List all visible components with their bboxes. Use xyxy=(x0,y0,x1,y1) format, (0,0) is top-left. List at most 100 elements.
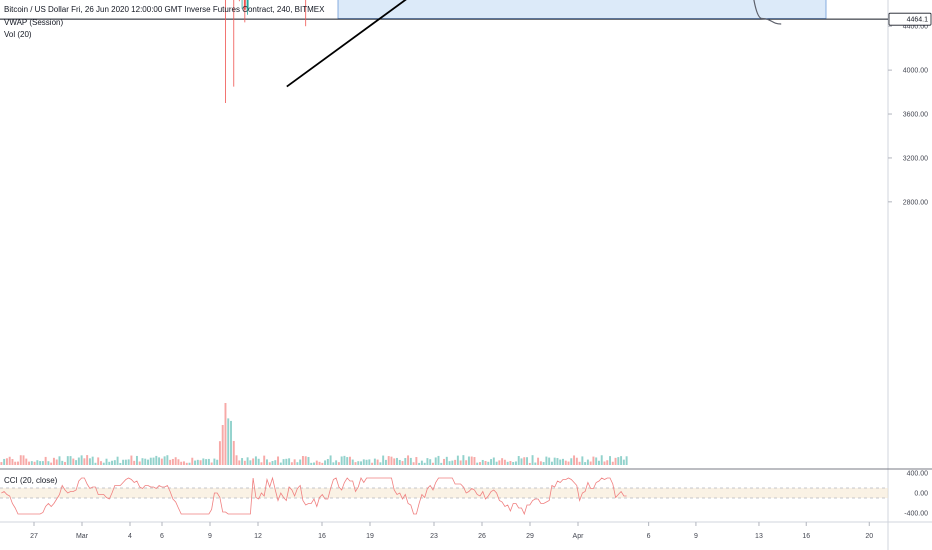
volume-bar xyxy=(606,460,609,465)
volume-bar xyxy=(94,462,97,465)
cci-indicator-label[interactable]: CCI (20, close) xyxy=(4,476,58,485)
price-tick-label: 3600.00 xyxy=(903,112,928,119)
volume-bar xyxy=(597,460,600,465)
volume-bar xyxy=(158,457,161,465)
volume-bar xyxy=(235,455,238,465)
volume-bar xyxy=(503,459,506,465)
volume-bar xyxy=(600,455,603,465)
volume-bar xyxy=(329,455,332,465)
cci-line xyxy=(1,476,627,516)
price-tick-label: 3200.00 xyxy=(903,155,928,162)
volume-bar xyxy=(160,458,163,465)
volume-bar xyxy=(285,458,288,465)
cci-panel: 400.00 0.00 -400.00 xyxy=(0,471,928,518)
volume-bar xyxy=(0,462,3,465)
volume-bar xyxy=(207,458,210,465)
resistance-support-zone xyxy=(337,0,827,19)
volume-bar xyxy=(603,461,606,465)
volume-bar xyxy=(152,457,155,465)
date-tick-label: 13 xyxy=(755,533,763,540)
volume-bar xyxy=(434,457,437,465)
volume-bar xyxy=(318,461,321,465)
volume-bar xyxy=(584,462,587,465)
price-axis[interactable]: 10800.0010400.0010000.009600.009200.0088… xyxy=(888,0,928,206)
date-tick-label: 16 xyxy=(318,533,326,540)
volume-bar xyxy=(340,456,343,465)
volume-bar xyxy=(393,458,396,465)
volume-bar xyxy=(133,460,136,465)
volume-bar xyxy=(376,459,379,465)
volume-bar xyxy=(473,457,476,465)
volume-bar xyxy=(3,458,6,465)
volume-bar xyxy=(545,456,548,465)
volume-bar xyxy=(550,461,553,465)
cci-band xyxy=(0,488,888,498)
volume-bars xyxy=(0,403,628,465)
volume-bar xyxy=(412,462,415,465)
volume-bar xyxy=(542,462,545,465)
date-tick-label: 23 xyxy=(430,533,438,540)
volume-bar xyxy=(8,456,11,465)
volume-bar xyxy=(614,457,617,465)
date-tick-label: Apr xyxy=(573,533,585,540)
volume-bar xyxy=(17,461,19,465)
volume-bar xyxy=(30,461,33,465)
volume-bar xyxy=(301,456,304,465)
volume-bar xyxy=(299,459,302,465)
volume-bar xyxy=(354,462,357,465)
date-tick-label: Mar xyxy=(76,533,89,540)
horizontal-levels xyxy=(0,18,888,20)
volume-bar xyxy=(517,456,520,465)
date-tick-label: 6 xyxy=(647,533,651,540)
volume-indicator-label[interactable]: Vol (20) xyxy=(4,30,32,39)
volume-bar xyxy=(407,455,410,465)
date-axis[interactable]: 27 Mar 4 6 9 12 16 19 23 26 29 Apr 6 9 13 16 20 xyxy=(30,522,873,540)
volume-bar xyxy=(174,457,177,465)
volume-bar xyxy=(122,459,125,465)
volume-bar xyxy=(22,455,25,465)
volume-bar xyxy=(360,461,362,465)
volume-bar xyxy=(564,460,567,465)
volume-bar xyxy=(445,456,448,465)
volume-bar xyxy=(611,461,614,465)
volume-bar xyxy=(227,418,230,465)
volume-bar xyxy=(335,460,338,465)
volume-bar xyxy=(5,458,8,465)
volume-bar xyxy=(11,459,14,465)
volume-bar xyxy=(401,461,404,465)
volume-bar xyxy=(443,458,445,465)
chart-title: Bitcoin / US Dollar Fri, 26 Jun 2020 12:… xyxy=(4,5,325,14)
volume-bar xyxy=(241,458,244,465)
volume-bar xyxy=(50,462,53,465)
volume-bar xyxy=(506,461,509,465)
volume-bar xyxy=(163,456,166,465)
volume-bar xyxy=(252,458,255,465)
volume-bar xyxy=(387,456,390,465)
volume-bar xyxy=(420,460,423,465)
volume-bar xyxy=(462,455,465,465)
vwap-indicator-label[interactable]: VWAP (Session) xyxy=(4,18,63,27)
volume-bar xyxy=(368,459,371,465)
volume-bar xyxy=(243,460,246,465)
volume-bar xyxy=(343,455,346,465)
volume-bar xyxy=(246,457,249,465)
price-tag-label: 4464.1 xyxy=(907,17,929,24)
volume-bar xyxy=(194,460,197,465)
price-tick-label: 4000.00 xyxy=(903,68,928,75)
date-tick-label: 6 xyxy=(160,533,164,540)
date-tick-label: 20 xyxy=(865,533,873,540)
volume-bar xyxy=(448,461,451,465)
volume-bar xyxy=(622,459,625,465)
date-tick-label: 26 xyxy=(478,533,486,540)
volume-bar xyxy=(337,462,340,465)
volume-bar xyxy=(171,458,174,465)
volume-bar xyxy=(185,462,188,465)
volume-bar xyxy=(77,457,80,465)
volume-bar xyxy=(97,457,100,465)
volume-bar xyxy=(47,461,50,465)
volume-bar xyxy=(539,461,542,465)
volume-bar xyxy=(396,457,398,465)
volume-bar xyxy=(290,462,293,465)
